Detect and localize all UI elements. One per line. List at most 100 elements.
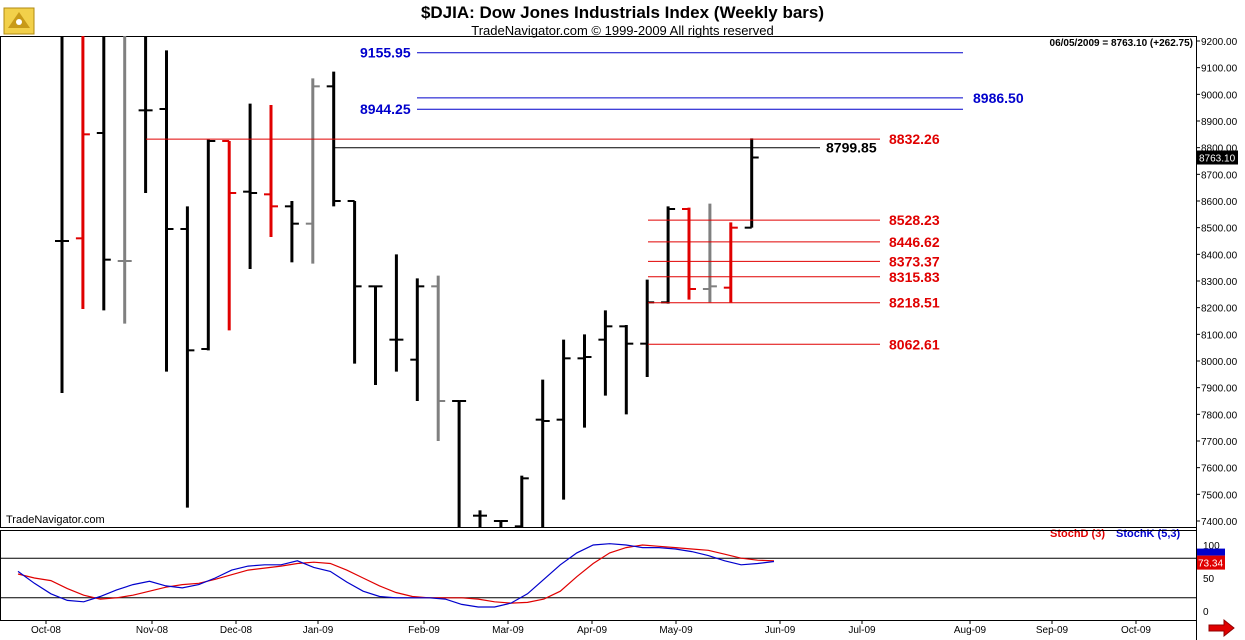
scroll-right-arrow-icon[interactable] [1208, 618, 1235, 638]
oscillator-tick-label: 0 [1203, 607, 1209, 618]
price-level: 8528.23 [648, 212, 940, 228]
stochd-badge [1197, 555, 1225, 570]
y-tick-label: 8200.00 [1201, 304, 1238, 315]
x-tick-label: Sep-09 [1036, 625, 1069, 636]
watermark-text: TradeNavigator.com [6, 514, 105, 526]
level-label: 8218.51 [889, 295, 940, 311]
y-tick-label: 8100.00 [1201, 330, 1238, 341]
x-tick-label: Mar-09 [492, 625, 524, 636]
ohlc-bar [682, 207, 696, 300]
price-level: 8062.61 [648, 336, 940, 352]
y-tick-label: 8900.00 [1201, 117, 1238, 128]
stochk-line [17, 543, 775, 608]
ohlc-bar [264, 105, 278, 237]
price-level: 8799.85 [334, 140, 877, 156]
price-level: 8446.62 [648, 234, 940, 250]
price-level: 8832.26 [146, 131, 940, 147]
level-label: 8986.50 [973, 90, 1024, 106]
ohlc-bar [640, 279, 655, 377]
level-label: 9155.95 [360, 45, 411, 61]
price-bars [55, 36, 759, 528]
trade-navigator-logo-icon [3, 7, 35, 35]
chart-title: $DJIA: Dow Jones Industrials Index (Week… [420, 3, 825, 22]
level-label: 8528.23 [889, 212, 940, 228]
ohlc-bar [702, 203, 717, 303]
level-label: 8944.25 [360, 101, 411, 117]
ohlc-bar [284, 201, 299, 263]
ohlc-bar [55, 36, 69, 393]
level-label: 8062.61 [889, 336, 940, 352]
ohlc-bar [577, 334, 592, 428]
x-tick-label: Jan-09 [303, 625, 334, 636]
x-tick-label: Jul-09 [848, 625, 876, 636]
y-tick-label: 7600.00 [1201, 464, 1238, 475]
x-tick-label: Dec-08 [220, 625, 253, 636]
ohlc-bar [201, 139, 216, 351]
ohlc-bar [96, 36, 111, 311]
ohlc-bar [431, 275, 446, 441]
ohlc-bar [180, 206, 195, 508]
ohlc-bar [493, 520, 508, 527]
ohlc-bar [473, 510, 487, 527]
stochastic-panel: 100 50 0 73.34 [0, 541, 1225, 618]
y-tick-label: 9100.00 [1201, 64, 1238, 75]
ohlc-bar [305, 78, 320, 264]
level-label: 8373.37 [889, 253, 940, 269]
ohlc-bar [347, 200, 362, 364]
oscillator-tick-label: 100 [1203, 541, 1220, 552]
x-tick-label: Apr-09 [577, 625, 607, 636]
ohlc-bar [452, 400, 467, 527]
y-tick-label: 8500.00 [1201, 224, 1238, 235]
oscillator-last-value: 73.34 [1198, 559, 1223, 570]
level-label: 8799.85 [826, 140, 877, 156]
y-tick-label: 9200.00 [1201, 37, 1238, 48]
price-levels: 9155.95 8986.50 8944.25 8832.26 8799.85 8528.… [146, 45, 1024, 352]
ohlc-bar [535, 379, 550, 527]
ohlc-bar [159, 50, 174, 372]
x-tick-label: Aug-09 [954, 625, 987, 636]
ohlc-bar [117, 36, 132, 324]
y-tick-label: 7900.00 [1201, 384, 1238, 395]
price-level: 8986.50 [417, 90, 1024, 106]
y-tick-label: 7500.00 [1201, 490, 1238, 501]
y-tick-label: 8000.00 [1201, 357, 1238, 368]
level-label: 8832.26 [889, 131, 940, 147]
ohlc-bar [598, 310, 613, 396]
x-tick-label: Feb-09 [408, 625, 440, 636]
y-tick-label: 8400.00 [1201, 250, 1238, 261]
last-price-badge [1197, 150, 1238, 165]
x-tick-label: Jun-09 [765, 625, 796, 636]
y-tick-label: 9000.00 [1201, 90, 1238, 101]
stochk-badge [1197, 548, 1225, 556]
ohlc-bar [389, 254, 404, 372]
price-panel-border [0, 36, 1197, 528]
price-level: 8218.51 [648, 295, 940, 311]
y-tick-label: 8800.00 [1201, 144, 1238, 155]
ohlc-bar [368, 285, 383, 385]
y-tick-label: 7400.00 [1201, 517, 1238, 528]
x-tick-label: Oct-09 [1121, 625, 1151, 636]
price-level: 8373.37 [648, 253, 940, 269]
ohlc-bar [619, 325, 634, 415]
price-axis: 9200.00 9100.00 9000.00 8900.00 8800.00 8700.… [1196, 37, 1238, 528]
ohlc-bar [514, 475, 529, 528]
y-tick-label: 8300.00 [1201, 277, 1238, 288]
stochd-line [17, 544, 775, 604]
ohlc-bar [75, 36, 90, 309]
ohlc-bar [410, 278, 425, 401]
level-label: 8315.83 [889, 269, 940, 285]
ohlc-bar [243, 103, 258, 269]
x-tick-label: Oct-08 [31, 625, 61, 636]
y-tick-label: 8600.00 [1201, 197, 1238, 208]
price-level: 8315.83 [648, 269, 940, 285]
chart-subtitle: TradeNavigator.com © 1999-2009 All right… [471, 23, 774, 38]
last-quote: 06/05/2009 = 8763.10 (+262.75) [1049, 38, 1193, 49]
level-label: 8446.62 [889, 234, 940, 250]
ohlc-bar [556, 339, 571, 500]
ohlc-bar [723, 222, 738, 303]
y-tick-label: 7700.00 [1201, 437, 1238, 448]
ohlc-bar [661, 206, 676, 304]
chart-frame [0, 36, 1197, 640]
